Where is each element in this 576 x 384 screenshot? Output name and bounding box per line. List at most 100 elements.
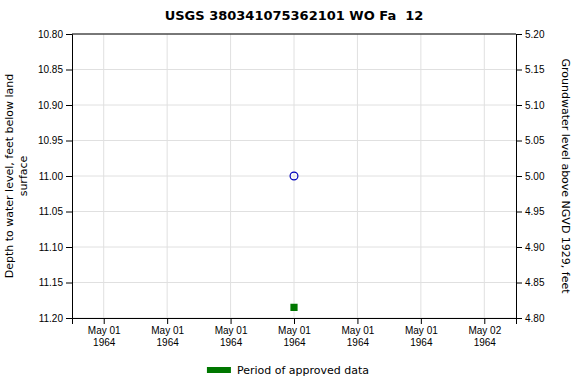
y-tick: 11.15 [39,277,72,288]
y2-tick-mark [516,176,522,177]
y-tick-mark [66,318,72,319]
x-tick-label: May 011964 [151,325,184,348]
y2-tick: 4.85 [516,277,545,288]
x-axis: May 011964 May 011964 May 011964 May 011964… [73,318,517,348]
y-tick-mark [66,141,72,142]
x-tick: May 011964 [215,318,248,348]
y-tick-label: 11.00 [39,171,64,182]
grid-line-x [357,34,358,318]
y2-tick-mark [516,247,522,248]
legend: Period of approved data [207,364,369,377]
x-tick: May 011964 [88,318,121,348]
y2-tick: 4.90 [516,242,545,253]
x-tick-mark [167,318,168,324]
y-axis: 10.80 10.85 10.90 10.95 11.00 11.05 11.10 11.15… [38,29,73,324]
x-tick-mark [421,318,422,324]
y2-tick-mark [516,105,522,106]
y2-tick-mark [516,318,522,319]
y-tick-label: 10.95 [38,135,63,146]
y2-tick: 5.20 [516,29,545,40]
y-tick-mark [66,34,72,35]
y2-tick-label: 4.90 [525,242,545,253]
y2-tick-mark [516,70,522,71]
y-tick: 10.95 [38,135,72,146]
x-tick: May 021964 [468,318,501,348]
y-tick-mark [66,247,72,248]
y2-tick-mark [516,141,522,142]
y-tick-mark [66,176,72,177]
x-tick: May 011964 [278,318,311,348]
legend-swatch [207,367,231,373]
frame-top [72,34,516,35]
x-tick: May 011964 [405,318,438,348]
y2-tick-label: 4.85 [525,277,545,288]
legend-label: Period of approved data [237,364,369,377]
x-tick-label: May 021964 [468,325,501,348]
y2-tick-label: 5.15 [525,64,545,75]
y-tick-label: 10.85 [38,64,63,75]
grid-line-y [72,34,516,35]
y-tick: 11.20 [39,313,72,324]
y-tick: 11.10 [39,242,72,253]
x-tick-label: May 011964 [88,325,121,348]
grid [72,34,516,318]
x-tick-mark [484,318,485,324]
y2-tick-mark [516,283,522,284]
y2-axis-line [517,35,523,319]
y2-tick-mark [516,34,522,35]
y-tick-label: 11.15 [39,277,64,288]
y-tick-mark [66,105,72,106]
y2-tick: 5.00 [516,171,545,182]
x-tick: May 011964 [342,318,375,348]
y2-tick-label: 5.00 [525,171,545,182]
y2-tick: 5.10 [516,100,545,111]
plot: May 011964 May 011964 May 011964 May 011964… [38,29,545,348]
grid-line-x [484,34,485,318]
y2-axis: 5.20 5.15 5.10 5.05 5.00 4.95 4.90 4.85 4.80 [516,29,545,324]
title: USGS 380341075362101 WO Fa 12 [165,8,424,23]
y-tick: 10.90 [38,100,72,111]
y2-tick-label: 5.10 [525,100,545,111]
x-tick-label: May 011964 [342,325,375,348]
x-tick: May 011964 [151,318,184,348]
x-axis-line [73,319,517,325]
y-tick-label: 11.05 [39,206,64,217]
y2-tick-label: 5.05 [525,135,545,146]
point [290,172,298,180]
x-tick-mark [231,318,232,324]
grid-line-x [167,34,168,318]
y2-axis-title: Groundwater level above NGVD 1929, feet [559,58,572,294]
y-tick-label: 10.90 [38,100,63,111]
y2-tick: 4.80 [516,313,545,324]
point [291,304,297,310]
y-tick-label: 11.10 [39,242,64,253]
y-tick: 10.80 [38,29,72,40]
y-axis-title: Depth to water level, feet below landsur… [3,74,29,279]
grid-line-x [294,34,295,318]
y-tick: 11.05 [39,206,72,217]
y-tick-mark [66,70,72,71]
y2-tick-mark [516,212,522,213]
grid-line-x [420,34,421,318]
y2-tick: 5.15 [516,64,545,75]
y2-tick-label: 5.20 [525,29,545,40]
y2-tick-label: 4.95 [525,206,545,217]
y-axis-line [66,35,73,319]
legend-item: Period of approved data [207,364,369,377]
marks [290,172,298,310]
y-tick-mark [66,283,72,284]
x-tick-mark [104,318,105,324]
y-tick: 11.00 [39,171,72,182]
y-tick: 10.85 [38,64,72,75]
y2-tick-label: 4.80 [525,313,545,324]
x-tick-label: May 011964 [278,325,311,348]
x-tick-label: May 011964 [215,325,248,348]
grid-line-x [103,34,104,318]
y-tick-mark [66,212,72,213]
chart: May 011964 May 011964 May 011964 May 011964… [0,0,576,384]
x-tick-label: May 011964 [405,325,438,348]
y-tick-label: 10.80 [38,29,63,40]
y-tick-label: 11.20 [39,313,64,324]
grid-line-x [230,34,231,318]
x-tick-mark [357,318,358,324]
